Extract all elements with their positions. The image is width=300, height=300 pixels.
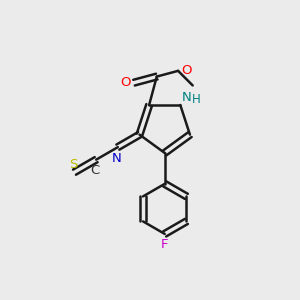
Text: O: O: [181, 64, 191, 77]
Text: S: S: [69, 158, 77, 171]
Text: F: F: [161, 238, 169, 251]
Text: N: N: [112, 152, 121, 165]
Text: H: H: [191, 93, 200, 106]
Text: C: C: [90, 164, 99, 177]
Text: O: O: [121, 76, 131, 89]
Text: N: N: [182, 91, 191, 103]
